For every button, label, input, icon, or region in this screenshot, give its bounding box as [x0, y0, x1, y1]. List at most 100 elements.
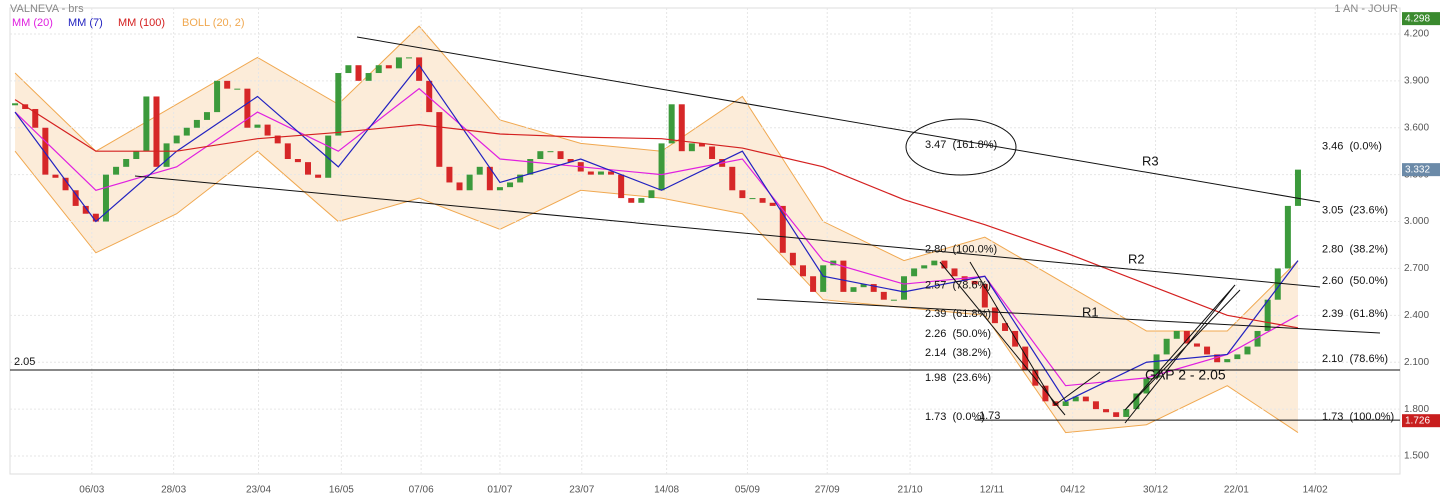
marks	[12, 57, 1301, 417]
moving-average	[14, 87, 1299, 387]
x-tick-label: 12/11	[980, 485, 1005, 496]
candle	[446, 166, 453, 183]
candle	[355, 65, 362, 81]
candle	[254, 124, 261, 128]
candle	[769, 202, 776, 206]
legend-entry: MM (20)	[12, 17, 53, 29]
candle	[426, 80, 433, 113]
candle	[1022, 346, 1029, 371]
candle	[1204, 346, 1211, 355]
x-tick-label: 28/03	[161, 485, 186, 496]
candle	[1214, 354, 1221, 363]
candle	[244, 88, 251, 128]
fib-label: 2.10 (78.6%)	[1322, 353, 1388, 365]
fib-label: 2.14 (38.2%)	[925, 347, 991, 359]
y-tick-label: 3.900	[1404, 75, 1429, 86]
candle	[759, 198, 766, 203]
moving-average	[14, 64, 1299, 403]
fib-label: 2.57 (78.6%)	[925, 280, 991, 292]
candle	[284, 143, 291, 160]
fib-label: 2.60 (50.0%)	[1322, 275, 1388, 287]
candle	[1123, 409, 1130, 417]
x-tick-label: 04/12	[1060, 485, 1085, 496]
y-tick-label: 4.200	[1404, 29, 1429, 40]
trend-line	[134, 175, 1321, 288]
candle	[1284, 205, 1291, 269]
candle	[163, 143, 170, 167]
x-tick-label: 07/06	[409, 485, 434, 496]
zigzag	[1124, 284, 1241, 424]
candle	[466, 174, 473, 191]
annotation: R2	[1128, 251, 1145, 266]
level-label: 2.05	[14, 356, 35, 368]
candle	[618, 174, 625, 199]
candle	[325, 135, 332, 178]
candle	[1072, 396, 1079, 402]
candle	[1092, 401, 1099, 410]
candle	[1274, 268, 1281, 300]
candle	[183, 127, 190, 136]
candle	[203, 112, 210, 120]
candle	[173, 135, 180, 144]
x-tick-label: 23/04	[246, 485, 271, 496]
candle	[92, 213, 99, 222]
candle	[567, 159, 574, 163]
trend-line	[356, 36, 1321, 203]
candle	[406, 57, 413, 59]
candle	[860, 284, 867, 288]
candle	[901, 276, 908, 300]
bollinger-line	[14, 150, 1299, 434]
price-tag-label: 4.298	[1405, 13, 1430, 24]
price-tag-label: 3.332	[1405, 164, 1430, 175]
candle	[1082, 396, 1089, 402]
candle	[951, 268, 958, 277]
plot-frame	[9, 7, 1401, 475]
candle	[749, 198, 756, 200]
candle	[1113, 412, 1120, 417]
bollinger-area	[15, 26, 1298, 433]
legend-entry: MM (100)	[118, 17, 165, 29]
candle	[1234, 354, 1241, 360]
candle	[799, 265, 806, 277]
candle	[971, 280, 978, 285]
candle	[345, 65, 352, 74]
fib-label: 1.73 (100.0%)	[1322, 411, 1394, 423]
candle	[62, 177, 69, 191]
annotation: R3	[1142, 153, 1159, 168]
candle	[547, 151, 554, 153]
x-tick-label: 23/07	[569, 485, 594, 496]
fib-label: 1.98 (23.6%)	[925, 372, 991, 384]
candle	[789, 252, 796, 266]
fib-label: 2.39 (61.8%)	[1322, 308, 1388, 320]
candle	[608, 171, 615, 175]
candle	[436, 112, 443, 167]
candle	[688, 143, 695, 152]
candle	[1133, 393, 1140, 410]
candle	[224, 80, 231, 89]
candle	[810, 276, 817, 292]
grid	[10, 8, 1400, 474]
candle	[537, 151, 544, 160]
candle	[729, 166, 736, 191]
legend: MM (20) MM (7) MM (100) BOLL (20, 2)	[12, 17, 245, 29]
candle	[72, 190, 79, 206]
candle	[486, 166, 493, 191]
fib-label: 2.80 (100.0%)	[925, 244, 997, 256]
candle	[82, 205, 89, 214]
candle	[1042, 385, 1049, 402]
x-tick-label: 21/10	[898, 485, 923, 496]
candle	[42, 127, 49, 175]
price-tag-label: 1.726	[1405, 415, 1430, 426]
candle	[1163, 338, 1170, 355]
x-tick-label: 06/03	[79, 485, 104, 496]
fib-label: 2.39 (61.8%)	[925, 308, 991, 320]
candle	[315, 174, 322, 178]
y-tick-label: 3.000	[1404, 216, 1429, 227]
candle	[507, 182, 514, 188]
candle	[113, 166, 120, 175]
x-tick-label: 14/02	[1303, 485, 1328, 496]
y-tick-label: 3.600	[1404, 122, 1429, 133]
candle	[456, 182, 463, 191]
legend-entry: MM (7)	[68, 17, 103, 29]
